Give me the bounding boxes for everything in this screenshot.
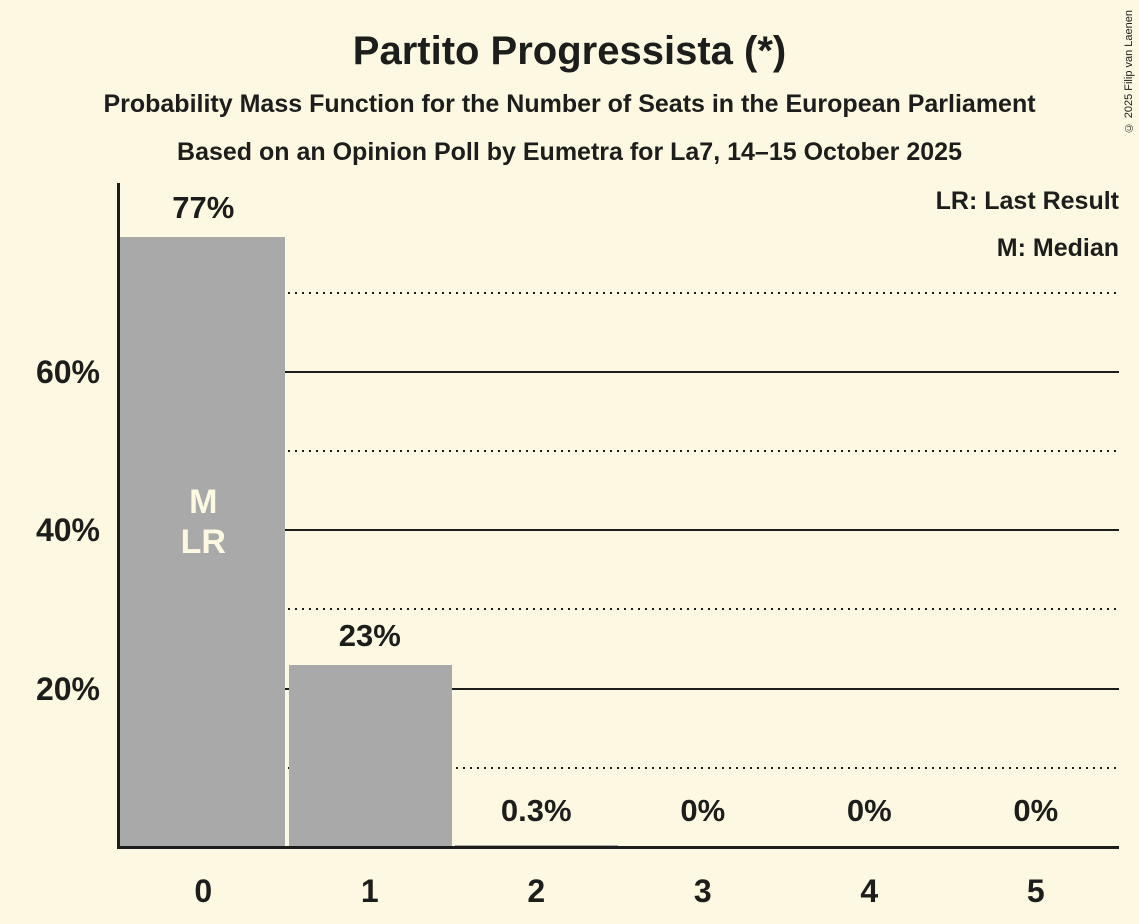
copyright-notice: © 2025 Filip van Laenen bbox=[1123, 10, 1135, 134]
minor-gridline bbox=[120, 291, 1119, 294]
x-axis-tick-label: 2 bbox=[527, 873, 546, 909]
x-axis-line bbox=[117, 846, 1119, 849]
bar-value-label: 0.3% bbox=[500, 793, 572, 828]
x-axis-tick-label: 5 bbox=[1026, 873, 1045, 909]
major-gridline bbox=[120, 687, 1119, 690]
y-axis-tick-label: 40% bbox=[35, 512, 100, 549]
bar-value-label: 0% bbox=[1013, 793, 1059, 828]
y-axis-tick-label: 60% bbox=[35, 353, 100, 390]
chart-subtitle-source: Based on an Opinion Poll by Eumetra for … bbox=[177, 138, 962, 166]
legend-median-label: M: Median bbox=[996, 234, 1119, 262]
bar-value-label: 0% bbox=[680, 793, 726, 828]
bar bbox=[120, 237, 285, 847]
major-gridline bbox=[120, 370, 1119, 373]
x-axis-tick-label: 1 bbox=[360, 873, 379, 909]
bar-value-label: 23% bbox=[338, 617, 401, 653]
chart-title: Partito Progressista (*) bbox=[352, 29, 787, 73]
bar bbox=[455, 844, 618, 847]
minor-gridline bbox=[120, 608, 1119, 611]
annotation-line: M bbox=[189, 483, 218, 522]
x-axis-tick-label: 4 bbox=[860, 873, 879, 909]
minor-gridline bbox=[120, 766, 1119, 769]
median-last-result-annotation: M LR bbox=[120, 482, 287, 562]
annotation-line: LR bbox=[180, 523, 226, 562]
bar-value-label: 0% bbox=[846, 793, 892, 828]
minor-gridline bbox=[120, 450, 1119, 452]
legend-last-result-label: LR: Last Result bbox=[935, 187, 1119, 215]
chart-subtitle: Probability Mass Function for the Number… bbox=[103, 90, 1036, 118]
y-axis-line bbox=[117, 183, 120, 849]
x-axis-tick-label: 0 bbox=[194, 873, 213, 909]
bar bbox=[288, 664, 452, 847]
bar-value-label: 77% bbox=[172, 190, 235, 226]
major-gridline bbox=[120, 529, 1119, 532]
x-axis-tick-label: 3 bbox=[693, 873, 712, 909]
y-axis-tick-label: 20% bbox=[35, 670, 100, 707]
